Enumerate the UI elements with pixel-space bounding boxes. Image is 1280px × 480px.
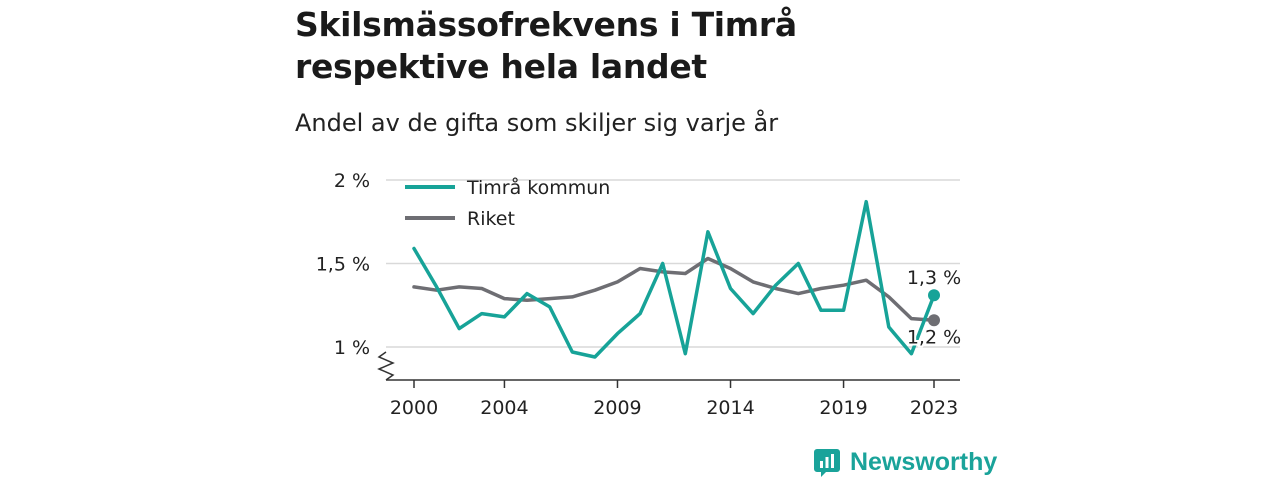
- chart-subtitle: Andel av de gifta som skiljer sig varje …: [295, 109, 779, 137]
- y-tick-label: 2 %: [334, 170, 370, 192]
- series-lines: [412, 199, 940, 359]
- y-tick-label: 1,5 %: [316, 254, 370, 276]
- bar-chart-logo-icon: [814, 449, 840, 477]
- end-value-label-riket: 1,2 %: [907, 326, 961, 348]
- x-tick-label: 2014: [706, 397, 754, 419]
- newsworthy-logo: Newsworthy: [814, 446, 997, 478]
- y-tick-label: 1 %: [334, 337, 370, 359]
- legend-label: Riket: [467, 208, 515, 230]
- axes: 1 % 1,5 % 2 % 2000 2004 2009 2014 2019 2023: [316, 170, 960, 419]
- chart-title: Skilsmässofrekvens i Timrå respektive he…: [295, 5, 797, 86]
- x-tick-label: 2004: [480, 397, 528, 419]
- axis-break-icon: [377, 351, 395, 381]
- gridlines: [386, 179, 960, 348]
- series-line-timra: [412, 199, 936, 359]
- x-tick-label: 2019: [819, 397, 867, 419]
- x-tick-label: 2009: [593, 397, 641, 419]
- end-labels: 1,3 % 1,2 %: [905, 265, 963, 350]
- x-tick-label: 2023: [910, 397, 958, 419]
- legend: Timrå kommun Riket: [405, 176, 610, 230]
- legend-label: Timrå kommun: [466, 176, 610, 199]
- brand-name: Newsworthy: [850, 447, 998, 476]
- end-point-riket: [928, 314, 940, 327]
- end-point-timra: [928, 289, 940, 302]
- x-tick-label: 2000: [390, 397, 438, 419]
- end-value-label-timra: 1,3 %: [907, 267, 961, 289]
